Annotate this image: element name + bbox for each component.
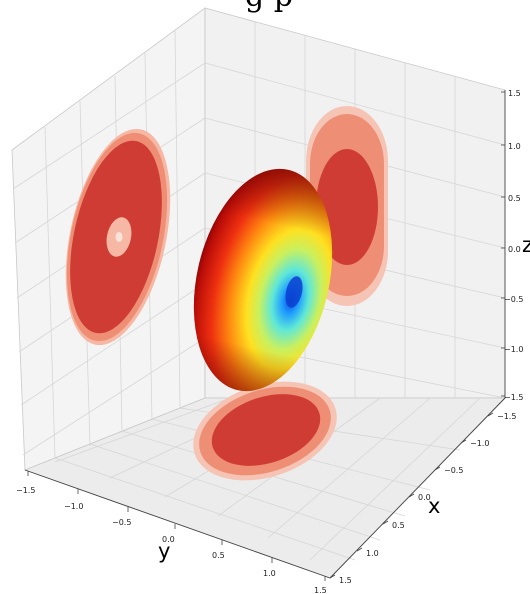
- z-tick-label: 0.0: [508, 245, 521, 254]
- x-tick-label: −0.5: [444, 466, 463, 475]
- x-axis-ticks: [329, 412, 494, 579]
- z-tick-label: 0.5: [508, 194, 521, 203]
- projection-xy: [193, 381, 337, 481]
- y-axis-ticks: [27, 471, 326, 581]
- y-tick-label: 0.0: [162, 535, 175, 544]
- x-tick-label: 0.5: [392, 521, 405, 530]
- y-tick-label: −1.0: [64, 502, 83, 511]
- z-tick-label: 1.5: [508, 89, 521, 98]
- surface-dimple: [285, 276, 303, 308]
- z-tick-label: −1.5: [504, 393, 523, 402]
- chart-title-fragment: g p: [245, 0, 293, 14]
- x-tick-label: 1.0: [366, 549, 379, 558]
- projection-yz-hole-inner: [115, 232, 123, 242]
- z-tick-label: 1.0: [508, 142, 521, 151]
- y-tick-label: 0.5: [212, 551, 225, 560]
- z-axis-label: z: [522, 233, 530, 257]
- x-axis-tick-labels: −1.5 −1.0 −0.5 0.0 0.5 1.0 1.5: [339, 412, 516, 585]
- y-tick-label: −1.5: [16, 486, 35, 495]
- z-axis-tick-labels: 1.5 1.0 0.5 0.0 −0.5 −1.0 −1.5: [504, 89, 523, 402]
- x-tick-label: −1.0: [470, 439, 489, 448]
- z-tick-label: −0.5: [504, 295, 523, 304]
- y-tick-label: −0.5: [112, 518, 131, 527]
- x-axis-label: x: [428, 494, 440, 518]
- y-tick-label: 1.5: [314, 586, 327, 594]
- projection-xz-inner: [316, 149, 378, 265]
- z-tick-label: −1.0: [504, 345, 523, 354]
- y-axis-tick-labels: −1.5 −1.0 −0.5 0.0 0.5 1.0 1.5: [16, 486, 327, 594]
- projection-xy-inner: [211, 394, 321, 466]
- x-tick-label: −1.5: [497, 412, 516, 421]
- projection-yz: [65, 128, 171, 346]
- x-tick-label: 0.0: [418, 493, 431, 502]
- surface-3d: [193, 168, 333, 392]
- surface-shading: [193, 168, 333, 392]
- y-tick-label: 1.0: [263, 569, 276, 578]
- z-axis-ticks: [501, 91, 505, 397]
- x-tick-label: 1.5: [339, 576, 352, 585]
- y-axis-label: y: [158, 539, 170, 563]
- axis-lines: [24, 90, 506, 579]
